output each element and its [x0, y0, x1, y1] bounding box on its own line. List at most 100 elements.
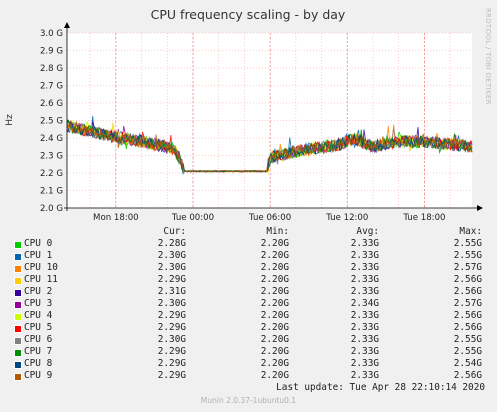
legend-max-value: 2.56G	[453, 286, 482, 297]
x-axis-arrow	[477, 205, 483, 211]
legend-max-value: 2.57G	[453, 298, 482, 309]
legend-swatch	[14, 373, 22, 381]
cpu-frequency-chart: CPU frequency scaling - by day Hz 3.0 G 2…	[5, 7, 483, 223]
legend-row: CPU 1 2.30G 2.20G 2.33G 2.55G	[12, 250, 482, 262]
legend-row: CPU 4 2.29G 2.20G 2.33G 2.56G	[12, 310, 482, 322]
legend-max-value: 2.54G	[453, 358, 482, 369]
legend-series-name: CPU 7	[24, 346, 53, 357]
rrdtool-watermark: RRDTOOL / TOBI OETIKER	[484, 8, 492, 105]
legend-cur-value: 2.30G	[157, 262, 186, 273]
legend-cur-value: 2.29G	[157, 346, 186, 357]
legend-series-name: CPU 4	[24, 310, 53, 321]
legend-row: CPU 5 2.29G 2.20G 2.33G 2.56G	[12, 322, 482, 334]
legend-avg-value: 2.33G	[350, 274, 379, 285]
legend-rows: CPU 0 2.28G 2.20G 2.33G 2.55G CPU 1 2.30G 2.20G…	[12, 238, 482, 382]
legend-min-value: 2.20G	[260, 346, 289, 357]
plot-area	[67, 33, 472, 208]
legend-avg-value: 2.33G	[350, 346, 379, 357]
y-axis-label: Hz	[5, 114, 15, 126]
legend-max-value: 2.56G	[453, 322, 482, 333]
munin-footer: Munin 2.0.37-1ubuntu0.1	[200, 396, 297, 405]
legend-min-value: 2.20G	[260, 370, 289, 381]
y-axis-arrow	[64, 22, 70, 28]
legend-swatch	[14, 337, 22, 345]
legend-max-value: 2.55G	[453, 346, 482, 357]
legend-header-min: Min:	[266, 226, 289, 237]
legend-series-name: CPU 2	[24, 286, 53, 297]
y-tick-label: 2.1 G	[40, 187, 63, 197]
legend-avg-value: 2.33G	[350, 370, 379, 381]
y-tick-label: 3.0 G	[40, 29, 63, 39]
legend-avg-value: 2.33G	[350, 262, 379, 273]
series-lines	[66, 115, 473, 175]
legend-row: CPU 0 2.28G 2.20G 2.33G 2.55G	[12, 238, 482, 250]
legend-cur-value: 2.29G	[157, 370, 186, 381]
legend-cur-value: 2.30G	[157, 250, 186, 261]
y-tick-label: 2.2 G	[40, 169, 63, 179]
legend-max-value: 2.56G	[453, 370, 482, 381]
legend-swatch	[14, 301, 22, 309]
legend-min-value: 2.20G	[260, 334, 289, 345]
y-tick-label: 2.3 G	[40, 152, 63, 162]
legend: Cur: Min: Avg: Max: CPU 0 2.28G 2.20G 2.33G…	[12, 226, 482, 382]
y-tick-label: 2.0 G	[40, 204, 63, 214]
legend-cur-value: 2.31G	[157, 286, 186, 297]
legend-swatch	[14, 253, 22, 261]
legend-min-value: 2.20G	[260, 298, 289, 309]
legend-max-value: 2.55G	[453, 238, 482, 249]
legend-row: CPU 11 2.29G 2.20G 2.33G 2.56G	[12, 274, 482, 286]
legend-row: CPU 3 2.30G 2.20G 2.34G 2.57G	[12, 298, 482, 310]
tick-labels: 3.0 G 2.9 G 2.8 G 2.7 G 2.6 G 2.5 G 2.4 G 2.3 G…	[40, 29, 446, 223]
x-tick-label: Tue 06:00	[248, 213, 291, 223]
legend-series-name: CPU 10	[24, 262, 58, 273]
legend-min-value: 2.20G	[260, 358, 289, 369]
chart-title: CPU frequency scaling - by day	[151, 7, 346, 22]
legend-avg-value: 2.33G	[350, 310, 379, 321]
legend-row: CPU 7 2.29G 2.20G 2.33G 2.55G	[12, 346, 482, 358]
legend-min-value: 2.20G	[260, 310, 289, 321]
legend-series-name: CPU 6	[24, 334, 53, 345]
legend-swatch	[14, 325, 22, 333]
y-tick-label: 2.5 G	[40, 117, 63, 127]
legend-max-value: 2.55G	[453, 250, 482, 261]
legend-cur-value: 2.30G	[157, 334, 186, 345]
legend-row: CPU 10 2.30G 2.20G 2.33G 2.57G	[12, 262, 482, 274]
legend-cur-value: 2.29G	[157, 274, 186, 285]
legend-series-name: CPU 5	[24, 322, 53, 333]
legend-row: CPU 2 2.31G 2.20G 2.33G 2.56G	[12, 286, 482, 298]
legend-swatch	[14, 277, 22, 285]
x-tick-label: Tue 00:00	[171, 213, 214, 223]
legend-series-name: CPU 3	[24, 298, 53, 309]
legend-avg-value: 2.33G	[350, 334, 379, 345]
legend-avg-value: 2.34G	[350, 298, 379, 309]
y-tick-label: 2.9 G	[40, 47, 63, 57]
legend-cur-value: 2.29G	[157, 358, 186, 369]
legend-max-value: 2.55G	[453, 334, 482, 345]
legend-avg-value: 2.33G	[350, 286, 379, 297]
legend-min-value: 2.20G	[260, 238, 289, 249]
legend-min-value: 2.20G	[260, 322, 289, 333]
legend-swatch	[14, 349, 22, 357]
legend-swatch	[14, 241, 22, 249]
legend-avg-value: 2.33G	[350, 238, 379, 249]
axes	[64, 22, 483, 211]
legend-cur-value: 2.30G	[157, 298, 186, 309]
legend-series-name: CPU 1	[24, 250, 53, 261]
legend-swatch	[14, 289, 22, 297]
legend-min-value: 2.20G	[260, 274, 289, 285]
legend-series-name: CPU 11	[24, 274, 58, 285]
legend-min-value: 2.20G	[260, 262, 289, 273]
legend-row: CPU 6 2.30G 2.20G 2.33G 2.55G	[12, 334, 482, 346]
legend-row: CPU 8 2.29G 2.20G 2.33G 2.54G	[12, 358, 482, 370]
last-update: Last update: Tue Apr 28 22:10:14 2020	[276, 382, 485, 393]
series-line-cpu-9	[66, 120, 473, 173]
legend-swatch	[14, 313, 22, 321]
legend-max-value: 2.56G	[453, 274, 482, 285]
legend-header: Cur: Min: Avg: Max:	[12, 226, 482, 238]
legend-header-max: Max:	[459, 226, 482, 237]
legend-min-value: 2.20G	[260, 250, 289, 261]
legend-cur-value: 2.28G	[157, 238, 186, 249]
legend-swatch	[14, 265, 22, 273]
legend-series-name: CPU 9	[24, 370, 53, 381]
legend-max-value: 2.56G	[453, 310, 482, 321]
